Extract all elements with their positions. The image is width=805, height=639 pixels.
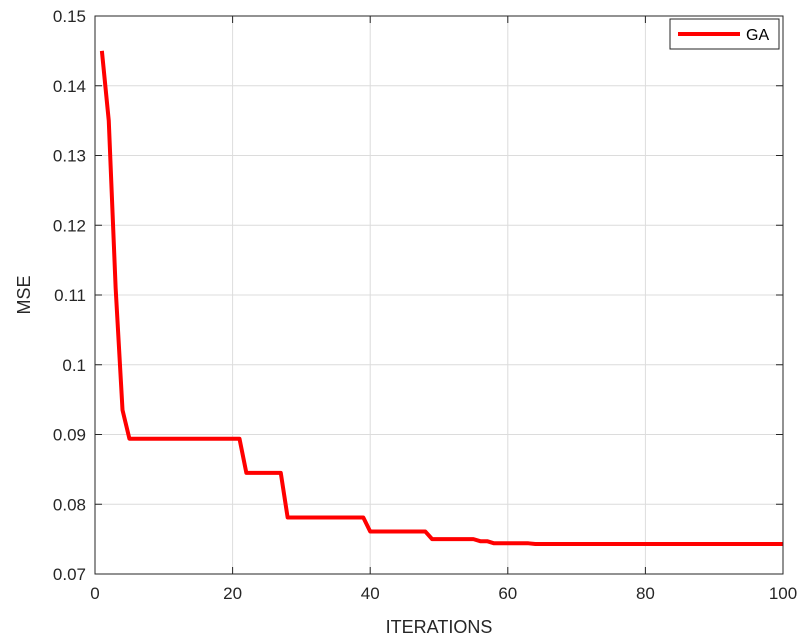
series-line-ga [99, 50, 783, 547]
x-tick-label: 60 [498, 584, 517, 603]
y-tick-label: 0.15 [53, 7, 86, 26]
y-tick-label: 0.08 [53, 495, 86, 514]
y-tick-label: 0.07 [53, 565, 86, 584]
y-tick-label: 0.14 [53, 77, 86, 96]
series-group [99, 50, 783, 547]
y-tick-label: 0.1 [62, 356, 86, 375]
y-tick-label: 0.09 [53, 426, 86, 445]
x-tick-label: 100 [769, 584, 797, 603]
legend: GA [669, 18, 780, 50]
y-tick-label: 0.12 [53, 216, 86, 235]
y-tick-label: 0.13 [53, 147, 86, 166]
y-tick-labels: 0.07 0.08 0.09 0.1 0.11 0.12 0.13 0.14 0.15 [53, 7, 86, 584]
x-tick-label: 80 [636, 584, 655, 603]
y-tick-label: 0.11 [54, 286, 86, 305]
x-tick-label: 20 [223, 584, 242, 603]
x-tick-labels: 0 20 40 60 80 100 [90, 584, 797, 603]
x-axis-label: ITERATIONS [386, 617, 493, 637]
tick-marks [94, 15, 784, 575]
x-tick-label: 40 [361, 584, 380, 603]
legend-label-ga: GA [746, 27, 769, 44]
x-tick-label: 0 [90, 584, 99, 603]
y-axis-label: MSE [14, 275, 34, 314]
